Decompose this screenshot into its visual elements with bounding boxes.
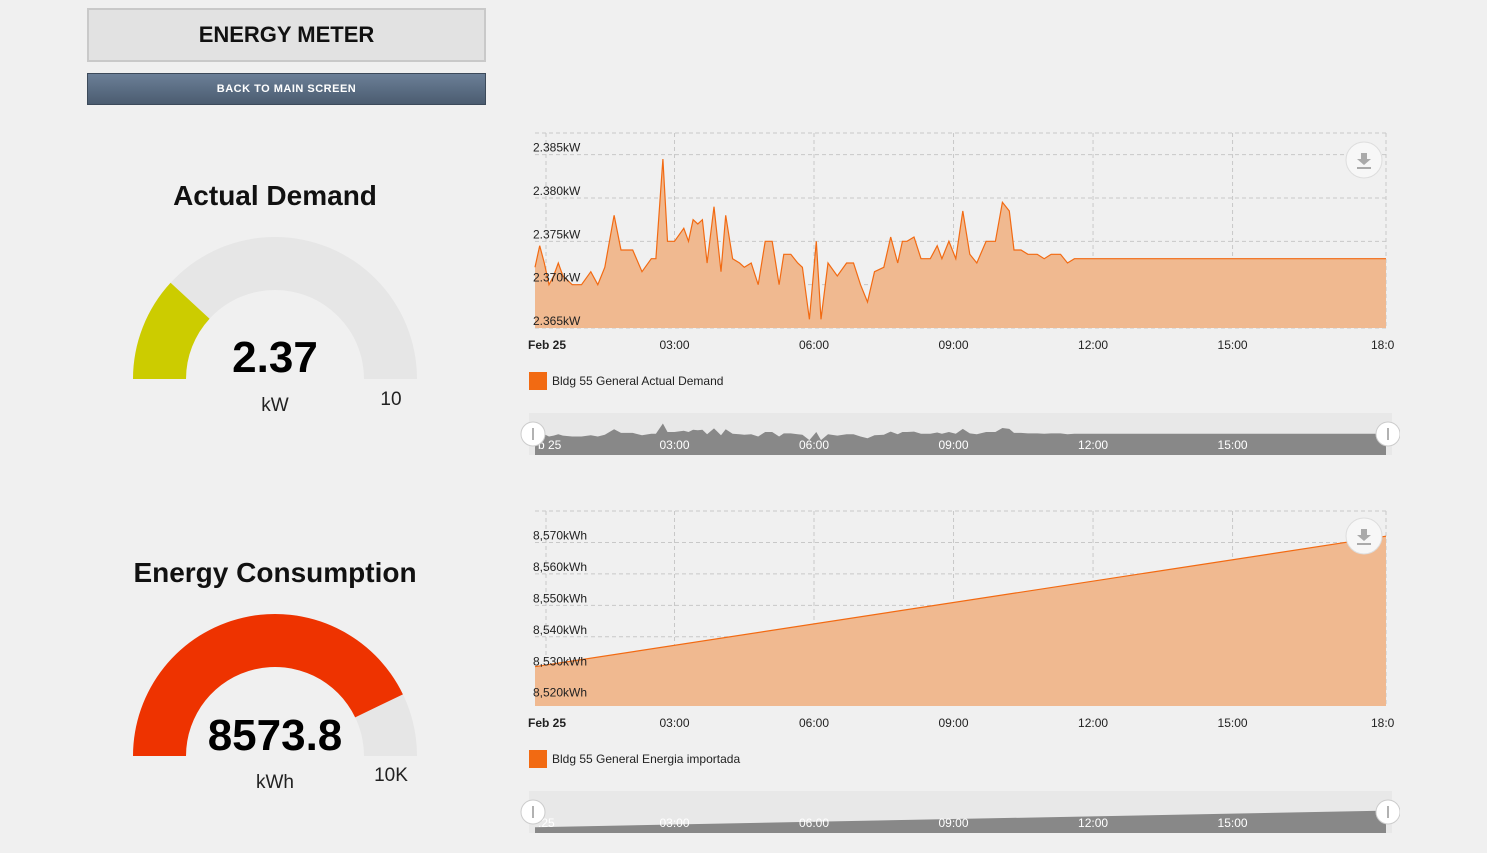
demand-value: 2.37 <box>232 333 318 382</box>
consumption-gauge <box>133 614 417 756</box>
x-tick-label: 18:0 <box>1371 338 1395 352</box>
consumption-value: 8573.8 <box>207 711 343 760</box>
navigator-tick-label: 06:00 <box>799 816 829 830</box>
series-line <box>534 158 1386 320</box>
navigator-tick-label: 12:00 <box>1078 816 1108 830</box>
gauge-title-consumption: Energy Consumption <box>133 557 417 588</box>
download-icon <box>1357 529 1371 545</box>
legend-swatch <box>529 372 547 390</box>
export-menu-button[interactable] <box>1345 141 1383 179</box>
demand-chart: 2.385kW 2.380kW 2.375kW 2.370kW 2.365kW Feb 2… <box>520 132 1400 455</box>
x-tick-label: 06:00 <box>799 716 829 730</box>
export-menu-button[interactable] <box>1345 517 1383 555</box>
gauge-track <box>133 237 417 379</box>
navigator-tick-label: 12:00 <box>1078 438 1108 452</box>
x-tick-label: 15:00 <box>1218 716 1248 730</box>
x-tick-label: 18:0 <box>1371 716 1395 730</box>
navigator-tick-label: 09:00 <box>939 438 969 452</box>
gauge-fill <box>133 282 210 379</box>
navigator-series <box>535 423 1386 455</box>
y-tick-label: 8,530kWh <box>533 654 587 668</box>
consumption-chart: 8,570kWh 8,560kWh 8,550kWh 8,540kWh 8,530kWh… <box>520 510 1400 833</box>
y-tick-label: 2.380kW <box>533 184 581 198</box>
x-tick-label: Feb 25 <box>528 716 566 730</box>
y-tick-label: 8,540kWh <box>533 623 587 637</box>
y-tick-label: 8,560kWh <box>533 560 587 574</box>
y-tick-label: 8,550kWh <box>533 591 587 605</box>
consumption-max-label: 10K <box>374 765 408 786</box>
y-tick-label: 8,570kWh <box>533 528 587 542</box>
navigator-series <box>535 810 1386 833</box>
navigator-tick-label: 06:00 <box>799 438 829 452</box>
page-title: ENERGY METER <box>87 8 486 62</box>
x-tick-label: 09:00 <box>939 716 969 730</box>
navigator-tick-label: 15:00 <box>1218 816 1248 830</box>
x-tick-label: 12:00 <box>1078 716 1108 730</box>
gauge-title-demand: Actual Demand <box>173 180 377 211</box>
download-icon <box>1357 153 1371 169</box>
series-line <box>534 535 1387 668</box>
legend-label: Bldg 55 General Energia importada <box>552 752 741 766</box>
demand-legend[interactable]: Bldg 55 General Actual Demand <box>529 372 723 390</box>
x-tick-label: 12:00 <box>1078 338 1108 352</box>
series-area <box>535 159 1386 328</box>
y-tick-label: 2.370kW <box>533 271 581 285</box>
x-tick-label: 09:00 <box>939 338 969 352</box>
demand-unit: kW <box>261 395 289 416</box>
x-tick-label: 03:00 <box>659 716 689 730</box>
y-tick-label: 2.365kW <box>533 314 581 328</box>
y-tick-label: 2.385kW <box>533 141 581 155</box>
navigator-tick-label: 09:00 <box>939 816 969 830</box>
navigator-tick-label: b 25 <box>538 438 562 452</box>
y-tick-label: 8,520kWh <box>533 686 587 700</box>
x-tick-label: 15:00 <box>1218 338 1248 352</box>
y-tick-label: 2.375kW <box>533 227 581 241</box>
consumption-legend[interactable]: Bldg 55 General Energia importada <box>529 750 740 768</box>
gauge-fill <box>133 614 403 756</box>
navigator-tick-label: 15:00 <box>1218 438 1248 452</box>
demand-gauge <box>133 237 417 379</box>
back-to-main-button[interactable]: BACK TO MAIN SCREEN <box>87 73 486 105</box>
consumption-unit: kWh <box>256 772 294 793</box>
series-area <box>535 536 1386 706</box>
navigator-tick-label: 03:00 <box>659 816 689 830</box>
demand-max-label: 10 <box>380 389 402 410</box>
x-tick-label: Feb 25 <box>528 338 566 352</box>
x-tick-label: 06:00 <box>799 338 829 352</box>
x-tick-label: 03:00 <box>659 338 689 352</box>
legend-swatch <box>529 750 547 768</box>
legend-label: Bldg 55 General Actual Demand <box>552 374 724 388</box>
navigator-tick-label: 03:00 <box>659 438 689 452</box>
